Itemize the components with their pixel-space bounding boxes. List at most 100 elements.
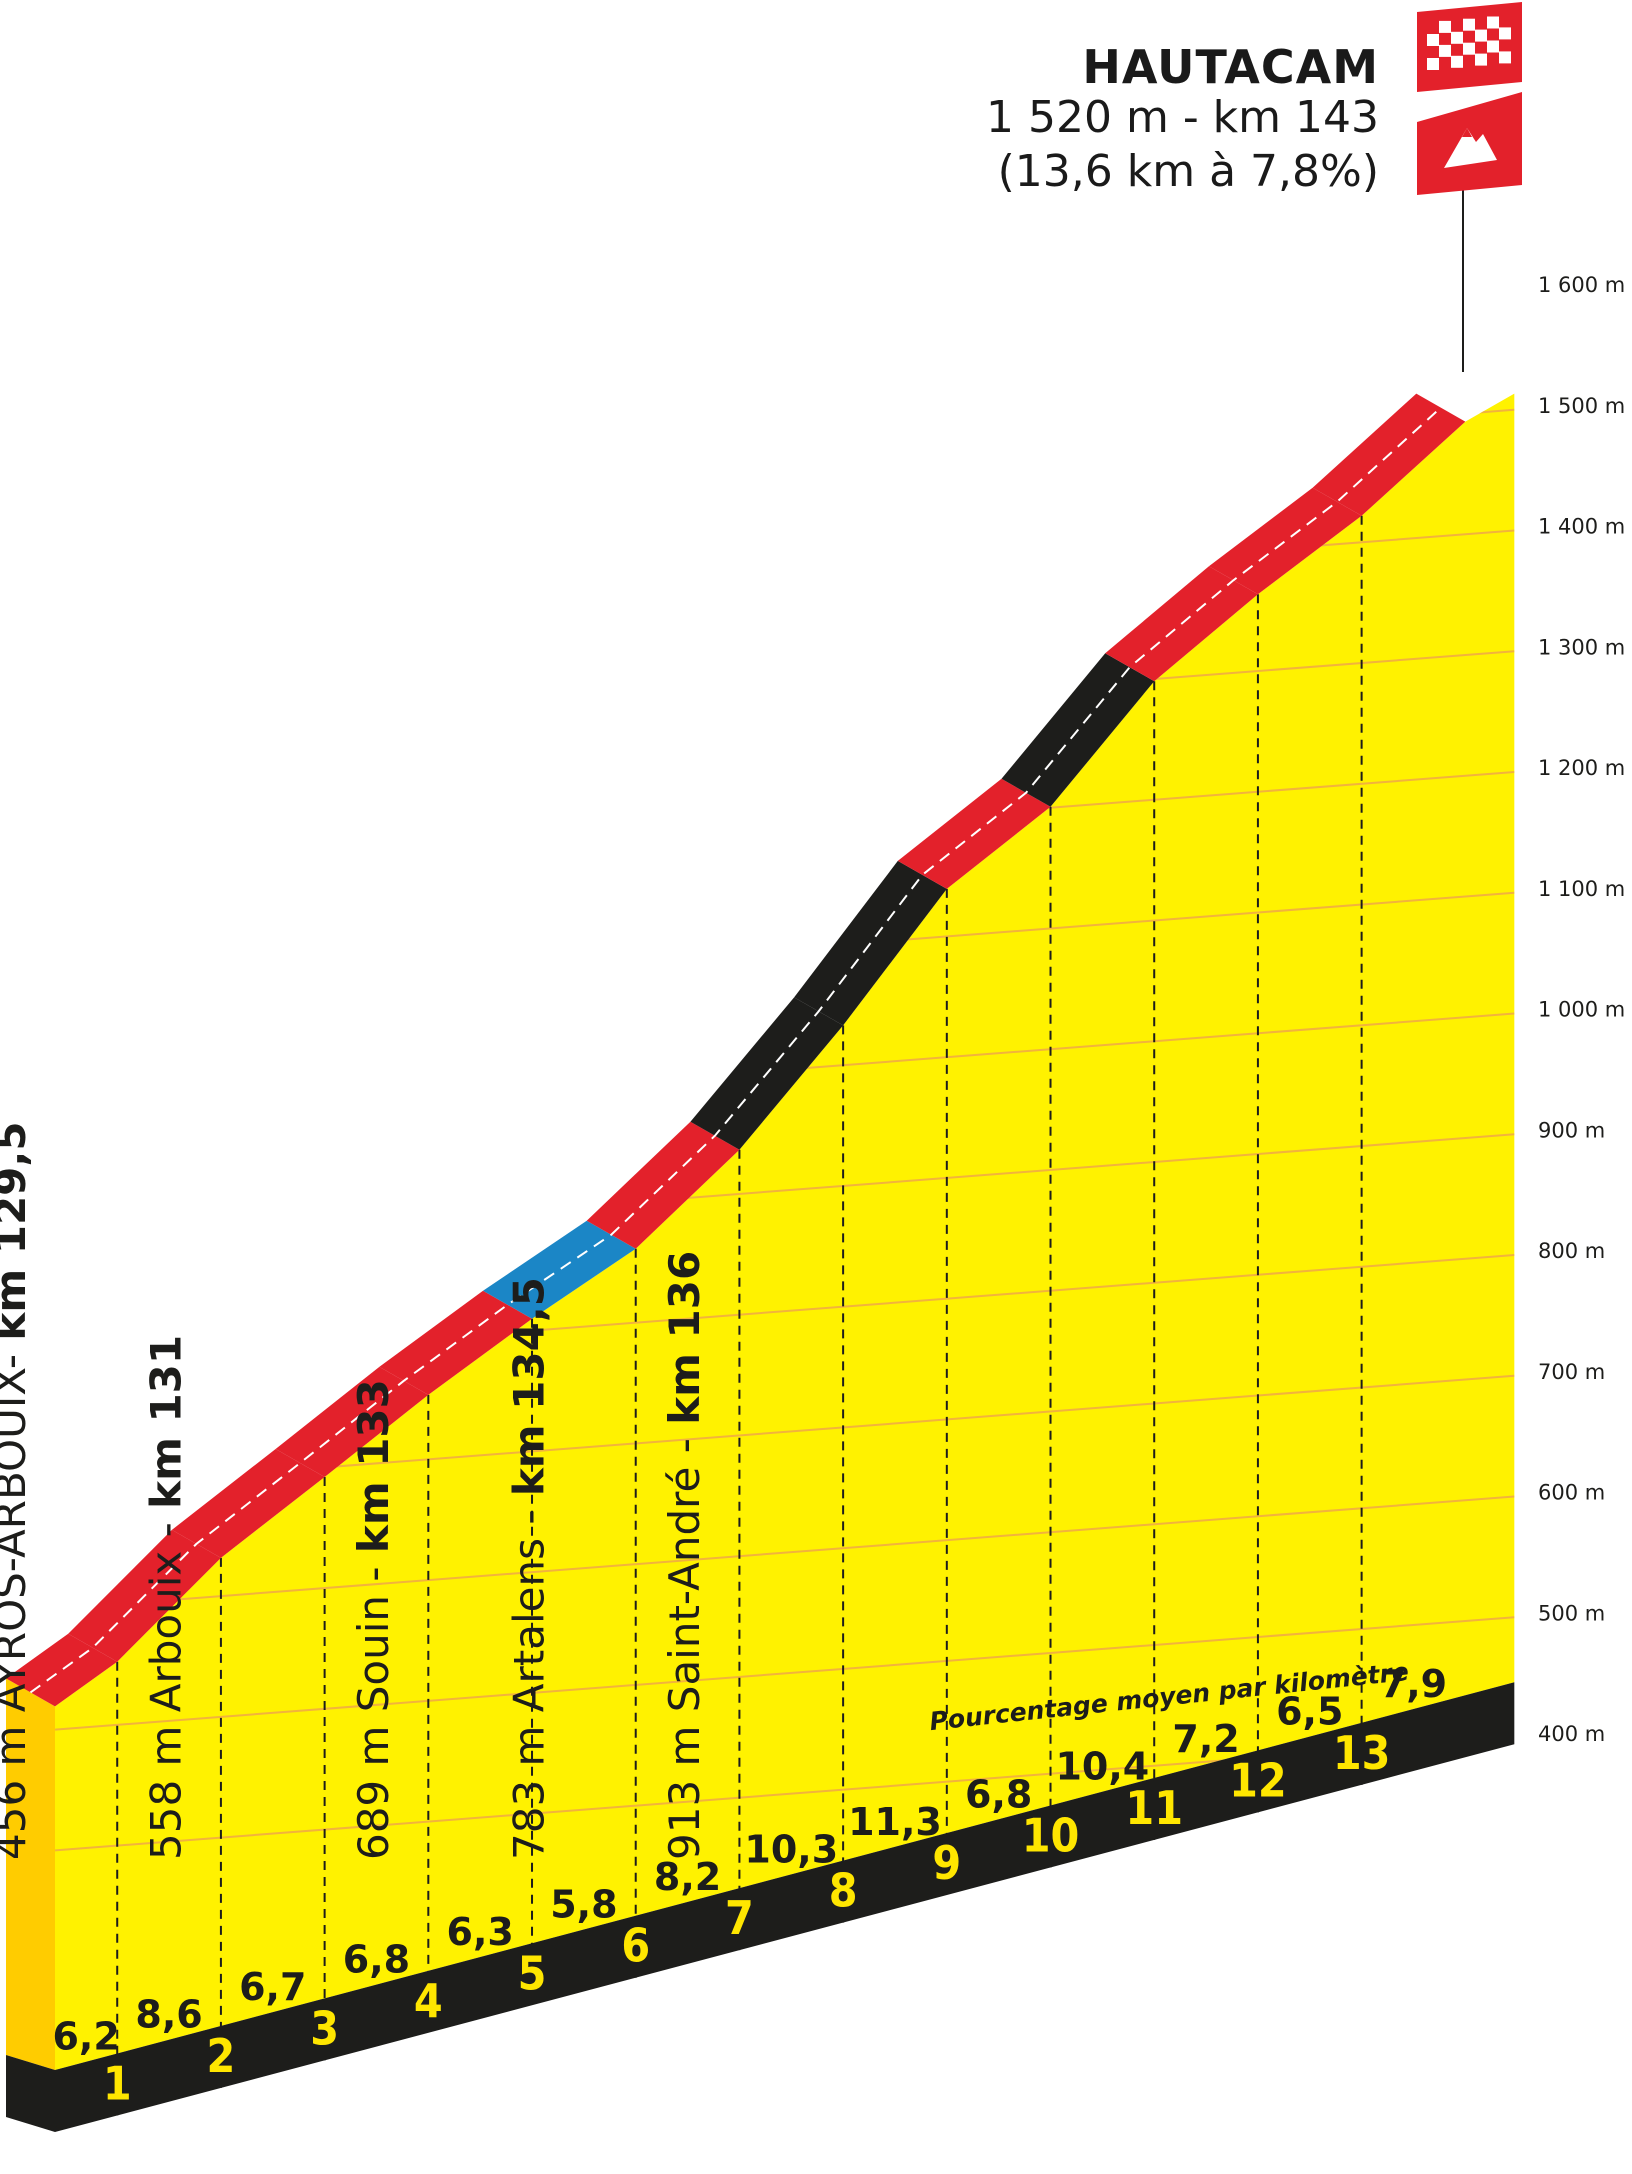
waypoint-separator: - — [142, 1509, 191, 1551]
mountain-summit-icon — [1417, 92, 1522, 195]
profile-area — [6, 393, 1515, 2071]
waypoint-separator: - — [349, 1553, 398, 1595]
waypoint-name: Arbouix — [142, 1551, 191, 1713]
altitude-tick-label: 1 200 m — [1538, 756, 1625, 780]
waypoint-label: 689 m Souin - km 133 — [349, 1379, 398, 1860]
km-marker: 8 — [829, 1864, 858, 1918]
waypoint-label: 456 m AYROS-ARBOUIX- km 129,5 — [0, 1121, 35, 1860]
altitude-tick-label: 600 m — [1538, 1481, 1605, 1505]
altitude-tick-label: 900 m — [1538, 1118, 1605, 1142]
waypoint-label: 913 m Saint-André - km 136 — [660, 1251, 709, 1860]
waypoint-km: km 133 — [349, 1379, 398, 1553]
road-centre-line — [29, 406, 1442, 1694]
flag-checker-square — [1463, 18, 1475, 31]
km-marker: 4 — [414, 1974, 443, 2028]
km-gradient-label: 7,2 — [1172, 1717, 1239, 1761]
km-gradient-label: 6,7 — [239, 1965, 306, 2009]
flag-checker-square — [1427, 34, 1439, 46]
altitude-tick-label: 1 400 m — [1538, 515, 1625, 539]
waypoint-label: 558 m Arbouix - km 131 — [142, 1335, 191, 1860]
km-marker: 9 — [932, 1836, 961, 1890]
km-marker: 11 — [1125, 1781, 1183, 1835]
flag-checker-square — [1499, 27, 1511, 40]
km-divider-lines — [116, 515, 1363, 2116]
waypoint-separator: - — [0, 1341, 35, 1370]
profile-front-face — [6, 1678, 55, 2070]
altitude-tick-label: 400 m — [1538, 1722, 1605, 1746]
altitude-tick-label: 500 m — [1538, 1601, 1605, 1625]
altitude-axis: 1 600 m 1 500 m 1 400 m 1 300 m 1 200 m 1 100… — [1538, 273, 1625, 1746]
gradient-segment-red — [1208, 487, 1362, 595]
km-gradient-label: 5,8 — [550, 1882, 617, 1926]
flag-checker-square — [1427, 58, 1439, 70]
gradient-segment-red — [586, 1121, 740, 1249]
km-gradient-label: 11,3 — [848, 1800, 942, 1844]
km-gradient-label: 10,3 — [744, 1827, 838, 1871]
km-gradient-label: 6,2 — [52, 2015, 119, 2059]
waypoint-name: AYROS-ARBOUIX — [0, 1368, 35, 1712]
km-gradient-label: 6,8 — [343, 1938, 410, 1982]
waypoint-name: Saint-André — [660, 1467, 709, 1713]
waypoint-separator: - — [505, 1496, 554, 1538]
km-marker: 12 — [1229, 1753, 1287, 1807]
gradient-road-band — [6, 393, 1466, 1707]
checkered-finish-flag-icon — [1417, 2, 1522, 92]
flag-checker-square — [1475, 53, 1487, 66]
altitude-tick-label: 1 600 m — [1538, 273, 1625, 297]
km-gradient-label: 10,4 — [1055, 1745, 1149, 1789]
waypoint-altitude: 558 m — [142, 1712, 191, 1860]
gradient-segment-red — [6, 1633, 118, 1707]
altitude-tick-label: 700 m — [1538, 1360, 1605, 1384]
summit-name: HAUTACAM — [1082, 40, 1379, 94]
km-gradient-label: 7,9 — [1380, 1662, 1447, 1706]
altitude-tick-label: 1 100 m — [1538, 877, 1625, 901]
km-marker: 1 — [103, 2056, 132, 2110]
altitude-tick-label: 800 m — [1538, 1239, 1605, 1263]
km-marker: 2 — [207, 2029, 236, 2083]
flag-checker-square — [1463, 42, 1475, 55]
km-gradient-label: 8,6 — [135, 1993, 202, 2037]
waypoint-altitude: 689 m — [349, 1712, 398, 1860]
km-gradient-label: 6,8 — [965, 1772, 1032, 1816]
waypoint-km: km 131 — [142, 1335, 191, 1509]
flag-checker-square — [1451, 31, 1463, 44]
altitude-tick-label: 1 300 m — [1538, 635, 1625, 659]
waypoint-name: Souin — [349, 1595, 398, 1712]
altitude-tick-label: 1 500 m — [1538, 394, 1625, 418]
km-marker: 10 — [1022, 1808, 1080, 1862]
flag-checker-square — [1475, 29, 1487, 42]
km-marker: 6 — [621, 1919, 650, 1973]
finish-flags — [1417, 2, 1522, 372]
km-marker: 5 — [518, 1946, 547, 2000]
waypoint-separator: - — [660, 1425, 709, 1467]
waypoint-km: km 129,5 — [0, 1121, 35, 1340]
km-gradient-label: 6,5 — [1276, 1690, 1343, 1734]
waypoint-name: Artalens — [505, 1538, 554, 1712]
waypoint-altitude: 913 m — [660, 1712, 709, 1860]
waypoint-label: 783 m Artalens - km 134,5 — [505, 1277, 554, 1860]
flag-checker-square — [1487, 16, 1499, 29]
summit-climb-stats: (13,6 km à 7,8%) — [997, 146, 1379, 197]
base-band — [6, 1682, 1515, 2132]
km-marker: 13 — [1333, 1726, 1391, 1780]
km-gradient-label: 8,2 — [654, 1855, 721, 1899]
flag-checker-square — [1439, 44, 1451, 57]
waypoint-km: km 136 — [660, 1251, 709, 1425]
gradient-segment-blue — [483, 1220, 636, 1319]
km-gradient-labels: 6,2 8,6 6,7 6,8 6,3 5,8 8,2 10,311,3 6,8 10,4 7,2 6… — [52, 1662, 1447, 2059]
waypoint-altitude: 783 m — [505, 1712, 554, 1860]
profile-fill — [55, 393, 1515, 2071]
km-marker: 3 — [310, 2001, 339, 2055]
flag-checker-square — [1499, 51, 1511, 64]
km-base-band — [6, 1682, 1515, 2132]
waypoint-altitude: 456 m — [0, 1712, 35, 1860]
altitude-gridline — [55, 1616, 1515, 1731]
flag-checker-square — [1439, 20, 1451, 33]
altitude-gridline — [55, 1495, 1515, 1610]
km-gradient-label: 6,3 — [447, 1910, 514, 1954]
km-marker: 7 — [725, 1891, 754, 1945]
flag-checker-square — [1487, 40, 1499, 53]
